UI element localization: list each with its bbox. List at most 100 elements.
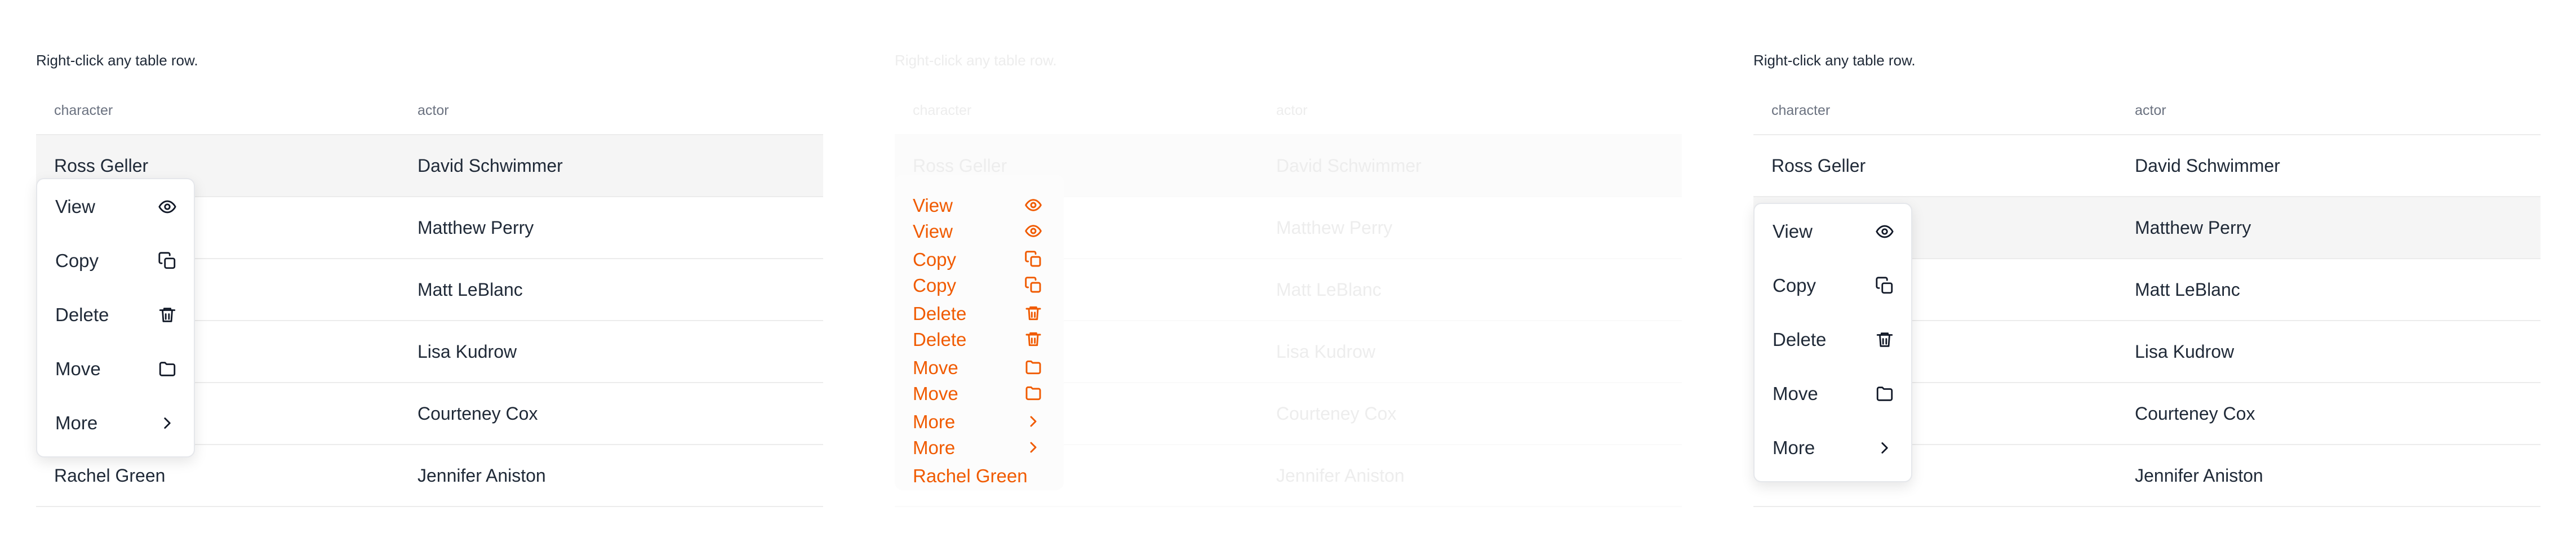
menu-item-label: View [913,221,953,242]
eye-icon [1875,222,1894,241]
table-row[interactable]: Lisa Kudrow [895,321,1682,383]
cell-actor: Lisa Kudrow [418,341,517,362]
menu-item-delete[interactable]: Delete [37,287,194,341]
menu-item-move[interactable]: Move [1755,366,1911,420]
cell-character: Ross Geller [913,156,1007,176]
eye-icon [1024,196,1042,214]
column-header-actor: actor [1276,103,1308,118]
menu-item-label: Copy [1773,275,1816,296]
menu-item-label: View [55,196,95,217]
cell-actor: Jennifer Aniston [418,465,546,486]
table-panel-3: Right-click any table row. character act… [1753,0,2542,542]
menu-item-label: Copy [55,250,99,271]
cell-character: Ross Geller [1771,156,1866,176]
menu-item-delete[interactable]: Delete [913,303,1042,326]
menu-item-view[interactable]: View [913,221,1042,243]
table-row[interactable]: Matthew Perry [895,197,1682,259]
menu-item-more[interactable]: More [913,437,1042,460]
menu-item-move[interactable]: Move [913,357,1042,380]
menu-item-label: Delete [1773,329,1827,350]
menu-item-view[interactable]: View [37,179,194,233]
cell-actor: Matthew Perry [418,217,534,238]
menu-item-label: More [913,411,956,432]
menu-item-label: Move [913,383,958,404]
menu-item-delete[interactable]: Delete [1755,312,1911,366]
menu-item-view[interactable]: View [913,195,1042,217]
menu-item-label: Copy [913,249,957,270]
folder-icon [158,359,177,379]
column-header-character: character [1771,103,1831,118]
cell-actor: David Schwimmer [418,156,563,176]
menu-item-copy[interactable]: Copy [1755,258,1911,312]
cell-actor: David Schwimmer [1276,156,1422,176]
menu-item-label: More [1773,437,1815,458]
menu-item-delete[interactable]: Delete [913,329,1042,352]
context-menu: View Copy Delete Move More [36,178,195,457]
cell-actor: Courteney Cox [2135,403,2255,424]
trash-icon [1875,330,1894,349]
trash-icon [1024,304,1042,322]
table-header: character actor [1753,96,2541,135]
menu-item-more[interactable]: More [37,396,194,450]
hint-text: Right-click any table row. [36,52,198,69]
copy-icon [1024,250,1042,268]
table-header: character actor [895,96,1682,135]
table-panel-2: Right-click any table row. character act… [895,0,1684,542]
cell-actor: Jennifer Aniston [1276,465,1405,486]
copy-icon [1024,276,1042,294]
menu-item-label: View [913,195,953,216]
menu-item-label: Delete [913,329,967,350]
menu-item-label: Delete [913,303,967,324]
menu-item-move[interactable]: Move [37,341,194,396]
trash-icon [1024,330,1042,348]
cell-actor: Matt LeBlanc [1276,279,1382,300]
menu-item-move[interactable]: Move [913,383,1042,406]
cell-actor: Jennifer Aniston [2135,465,2263,486]
table-row[interactable]: Rachel Green Jennifer Aniston [36,445,823,507]
copy-icon [158,251,177,270]
menu-item-copy[interactable]: Copy [37,233,194,287]
column-header-actor: actor [418,103,449,118]
folder-icon [1024,384,1042,402]
menu-item-label: Move [55,358,101,379]
column-header-character: character [54,103,113,118]
menu-item-view[interactable]: View [1755,204,1911,258]
eye-icon [158,197,177,216]
context-menu: View Copy Delete Move More [1753,203,1912,482]
menu-item-more[interactable]: More [913,411,1042,434]
cell-actor: Courteney Cox [418,403,538,424]
table-row[interactable]: Courteney Cox [895,383,1682,445]
chevron-right-icon [1024,438,1042,456]
eye-icon [1024,222,1042,240]
menu-item-more[interactable]: More [1755,420,1911,474]
cell-actor: Matt LeBlanc [2135,279,2240,300]
table-row[interactable]: Matt LeBlanc [895,259,1682,321]
chevron-right-icon [1024,412,1042,430]
chevron-right-icon [158,414,177,433]
menu-item-label: Move [913,357,958,378]
menu-item-label: Copy [913,275,957,296]
cell-actor: Matthew Perry [1276,217,1393,238]
hint-text: Right-click any table row. [1753,52,1916,69]
cell-actor: David Schwimmer [2135,156,2280,176]
cell-actor: Matthew Perry [2135,217,2251,238]
table-header: character actor [36,96,823,135]
column-header-character: character [913,103,972,118]
menu-item-label: More [55,412,98,433]
table-panel-1: Right-click any table row. character act… [36,0,825,542]
menu-item-label: More [913,437,956,458]
table-row[interactable]: Jennifer Aniston [895,445,1682,507]
cell-actor: Matt LeBlanc [418,279,523,300]
cell-actor: Courteney Cox [1276,403,1397,424]
menu-item-label: Move [1773,383,1818,404]
menu-item-copy[interactable]: Copy [913,249,1042,272]
cell-actor: Lisa Kudrow [2135,341,2235,362]
copy-icon [1875,276,1894,295]
menu-item-label: Delete [55,304,109,325]
column-header-actor: actor [2135,103,2166,118]
folder-icon [1875,384,1894,403]
cell-character: Ross Geller [54,156,149,176]
menu-item-copy[interactable]: Copy [913,275,1042,297]
table-row[interactable]: Ross Geller David Schwimmer [1753,135,2541,197]
trash-icon [158,305,177,325]
